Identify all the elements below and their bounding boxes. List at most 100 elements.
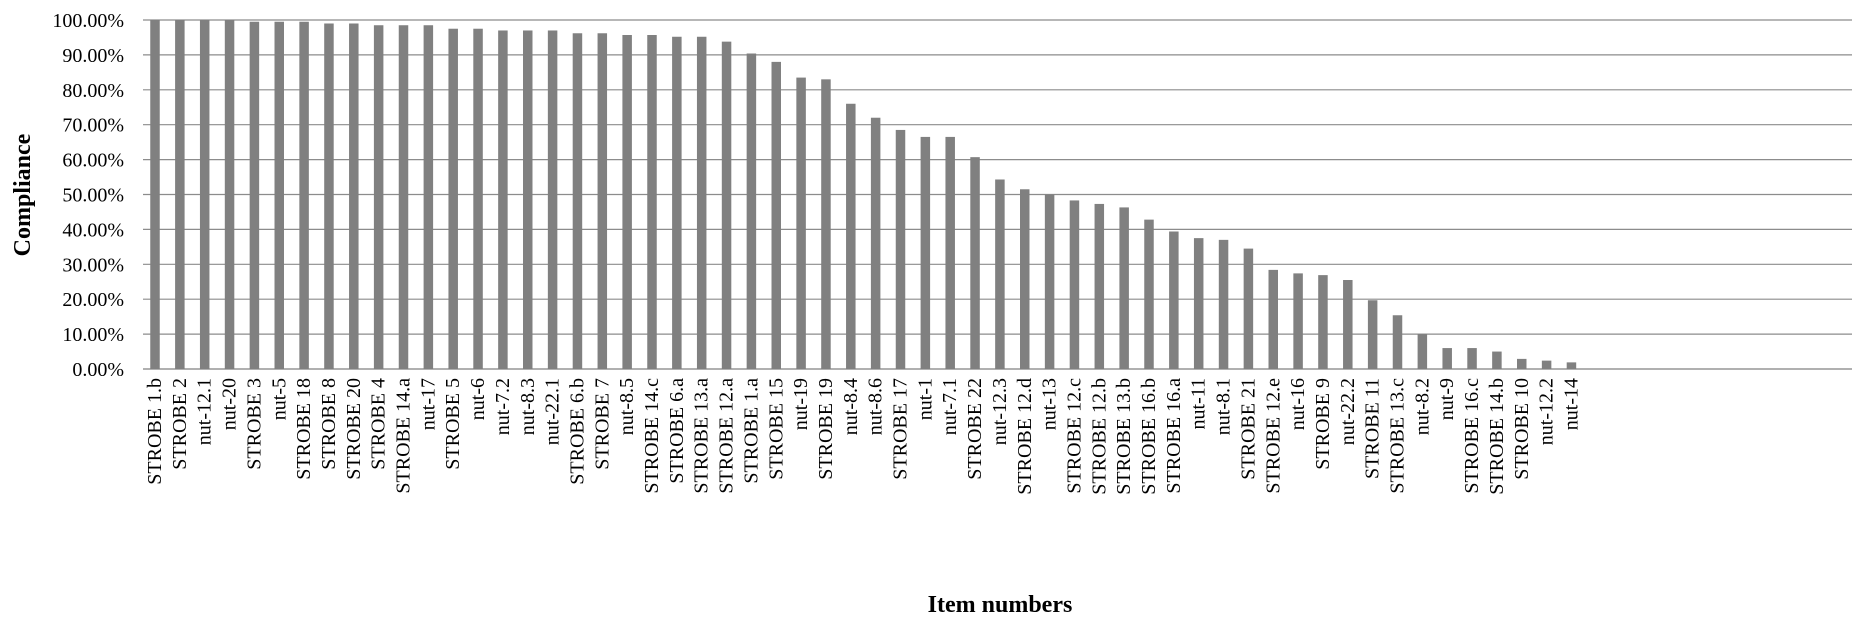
bar [1094, 203, 1105, 369]
x-tick-label: nut-11 [1188, 378, 1210, 429]
x-tick-label: nut-5 [268, 378, 290, 420]
bar [498, 30, 508, 369]
x-tick-label: STROBE 13.a [691, 378, 713, 494]
y-tick-label: 10.00% [62, 324, 124, 346]
bar [249, 21, 260, 370]
bar [473, 28, 483, 369]
bar [349, 23, 359, 370]
x-tick-label: STROBE 11 [1362, 378, 1384, 479]
bar [1044, 194, 1055, 369]
bar [870, 117, 881, 369]
bar [398, 25, 409, 370]
x-tick-label: STROBE 2 [169, 378, 191, 470]
bar [696, 36, 707, 369]
x-tick-label: nut-8.2 [1411, 378, 1433, 435]
x-tick-label: STROBE 9 [1312, 378, 1334, 470]
bar [1169, 231, 1179, 369]
bar [1492, 351, 1502, 369]
bar [771, 61, 781, 369]
x-tick-label: nut-8.1 [1213, 378, 1235, 435]
y-axis-title: Compliance [10, 133, 36, 256]
x-tick-label: nut-8.6 [865, 378, 887, 435]
bar [796, 77, 806, 370]
bar [1541, 360, 1552, 369]
bar [150, 20, 160, 369]
x-tick-label: STROBE 13.c [1387, 378, 1409, 494]
x-tick-label: nut-8.4 [840, 378, 862, 435]
bar [1442, 348, 1452, 369]
bar [299, 21, 309, 370]
bar [1069, 200, 1080, 369]
x-tick-label: STROBE 16.a [1163, 378, 1185, 494]
bar [373, 25, 384, 370]
bar [423, 25, 434, 370]
x-tick-label: STROBE 10 [1511, 378, 1533, 480]
bar [175, 20, 185, 369]
bar [1119, 207, 1129, 369]
x-tick-label: nut-22.1 [542, 378, 564, 445]
bar [945, 136, 955, 369]
x-tick-label: nut-13 [1039, 378, 1061, 430]
bar [895, 129, 906, 369]
x-tick-label: STROBE 13.b [1113, 378, 1135, 495]
bar [1367, 300, 1378, 369]
x-tick-label: nut-16 [1287, 378, 1309, 430]
bar [572, 33, 583, 370]
x-tick-label: STROBE 14.a [393, 378, 415, 494]
y-tick-label: 20.00% [62, 289, 124, 311]
y-tick-label: 0.00% [72, 359, 124, 381]
y-tick-labels: 0.00% 10.00% 20.00% 30.00% 40.00% 50.00% 60.00… [52, 10, 124, 381]
x-tick-label: STROBE 12.e [1262, 378, 1284, 494]
bar [721, 41, 732, 369]
bar [199, 20, 210, 369]
x-tick-label: nut-9 [1436, 378, 1458, 420]
bar [448, 28, 458, 369]
x-tick-label: nut-7.2 [492, 378, 514, 435]
x-tick-label: STROBE 18 [293, 378, 315, 480]
bar [1467, 348, 1477, 369]
bar [821, 79, 831, 369]
bar [746, 53, 757, 370]
bar [622, 35, 632, 370]
bar [920, 136, 931, 369]
x-tick-label: nut-8.5 [616, 378, 638, 435]
bar [1193, 238, 1204, 369]
x-tick-label: STROBE 22 [964, 378, 986, 480]
x-tick-label: STROBE 17 [890, 378, 912, 480]
x-tick-label: nut-14 [1560, 378, 1582, 430]
x-tick-label: nut-8.3 [517, 378, 539, 435]
bar [1243, 248, 1254, 369]
x-tick-label: nut-12.2 [1536, 378, 1558, 445]
x-tick-label: nut-12.3 [989, 378, 1011, 445]
bar [1144, 219, 1154, 369]
bar [1517, 358, 1527, 369]
y-tick-label: 40.00% [62, 219, 124, 241]
x-tick-label: STROBE 16.b [1138, 378, 1160, 495]
x-tick-label: STROBE 5 [442, 378, 464, 470]
x-tick-label: nut-17 [417, 378, 439, 430]
bar [1268, 269, 1278, 369]
x-tick-label: nut-6 [467, 378, 489, 420]
bar [1392, 315, 1403, 369]
x-tick-label: STROBE 20 [343, 378, 365, 480]
bar [274, 21, 284, 370]
bar [846, 103, 856, 369]
y-tick-label: 100.00% [52, 10, 124, 32]
bar [970, 157, 980, 369]
x-tick-label: nut-20 [219, 378, 241, 430]
x-tick-label: STROBE 15 [765, 378, 787, 480]
x-tick-labels: STROBE 1.b STROBE 2 nut-12.1 nut-20 STROBE 3… [144, 378, 1582, 495]
x-tick-label: nut-7.1 [939, 378, 961, 435]
x-tick-label: STROBE 1.b [144, 378, 166, 485]
x-tick-label: STROBE 19 [815, 378, 837, 480]
x-tick-label: nut-19 [790, 378, 812, 430]
x-tick-label: STROBE 1.a [740, 378, 762, 484]
x-tick-label: STROBE 14.b [1486, 378, 1508, 495]
x-tick-label: STROBE 8 [318, 378, 340, 470]
x-tick-label: STROBE 12.c [1063, 378, 1085, 494]
bar [1318, 275, 1328, 369]
bar [1293, 273, 1303, 369]
bar [1343, 280, 1353, 369]
x-tick-label: nut-12.1 [194, 378, 216, 445]
